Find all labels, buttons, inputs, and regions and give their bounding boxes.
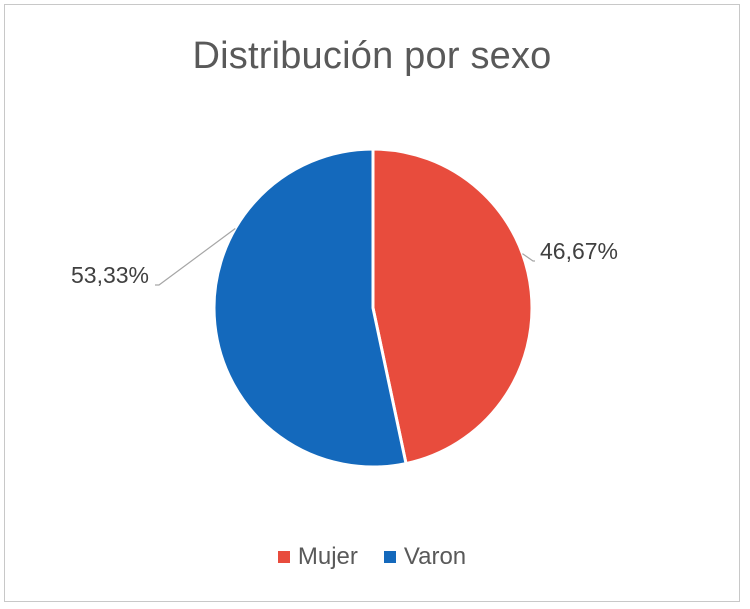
data-label-varon: 53,33% [71, 262, 149, 288]
chart-legend: Mujer Varon [5, 543, 739, 571]
legend-item-varon: Varon [383, 543, 467, 571]
pie-slice-mujer [371, 147, 534, 466]
chart-title: Distribución por sexo [192, 35, 552, 77]
legend-swatch-varon [383, 551, 396, 563]
legend-swatch-mujer [277, 551, 290, 563]
chart-frame: Distribución por sexo 46,67% 53,33% Mujer… [4, 4, 740, 602]
legend-item-mujer: Mujer [277, 543, 358, 571]
pie-chart: 46,67% 53,33% [71, 147, 618, 469]
data-label-mujer: 46,67% [540, 238, 618, 264]
legend-label-varon: Varon [403, 543, 467, 570]
pie-slice-varon [212, 147, 408, 469]
legend-label-mujer: Mujer [297, 543, 358, 570]
leader-line-mujer [522, 253, 535, 262]
leader-line-varon [155, 228, 236, 286]
